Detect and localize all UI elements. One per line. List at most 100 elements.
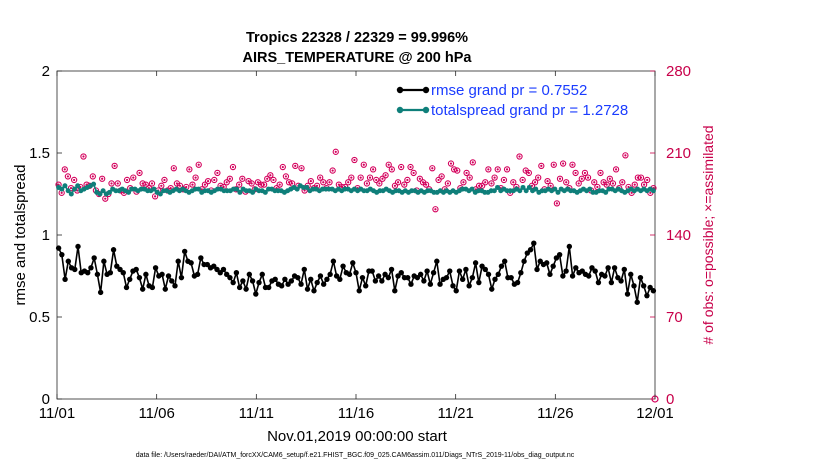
obs-assimilated-point	[390, 168, 393, 171]
rmse-point	[417, 271, 424, 278]
rmse-point	[463, 266, 469, 273]
rmse-point	[586, 273, 592, 279]
obs-assimilated-point	[269, 174, 272, 177]
y-tick-label: 2	[42, 63, 50, 80]
rmse-point	[249, 278, 256, 284]
rmse-point	[240, 278, 246, 284]
rmse-point	[59, 251, 65, 258]
rmse-point	[476, 279, 482, 286]
obs-assimilated-point	[203, 183, 207, 186]
obs-point	[519, 176, 526, 184]
obs-assimilated-point	[362, 163, 365, 166]
rmse-point	[169, 278, 175, 284]
rmse-point	[518, 270, 524, 276]
rmse-point	[301, 266, 307, 273]
rmse-point	[152, 265, 159, 271]
rmse-point	[65, 258, 72, 264]
obs-point	[581, 169, 589, 177]
obs-assimilated-point	[555, 202, 558, 205]
totalspread-point	[262, 189, 268, 195]
rmse-point	[447, 268, 453, 274]
obs-point	[407, 163, 414, 171]
legend-spread-marker-left	[396, 106, 404, 114]
rmse-point	[227, 274, 233, 281]
rmse-point	[236, 284, 243, 291]
obs-point	[622, 152, 629, 159]
rmse-point	[456, 268, 463, 274]
obs-assimilated-point	[646, 178, 649, 182]
obs-point	[223, 179, 230, 186]
obs-point	[195, 161, 202, 168]
obs-point	[531, 179, 539, 186]
rmse-point	[85, 270, 91, 276]
obs-point	[366, 174, 374, 181]
rmse-point	[521, 258, 527, 264]
totalspread-point	[75, 183, 81, 189]
obs-assimilated-point	[359, 176, 362, 179]
rmse-point	[55, 245, 62, 251]
obs-assimilated-point	[437, 178, 440, 182]
legend-rmse-marker-right	[422, 86, 430, 94]
obs-assimilated-point	[101, 177, 104, 180]
obs-assimilated-point	[375, 178, 378, 182]
rmse-point	[372, 278, 379, 284]
obs-assimilated-point	[160, 184, 163, 187]
rmse-point	[288, 278, 295, 284]
obs-assimilated-point	[154, 195, 157, 198]
obs-assimilated-point	[549, 184, 552, 187]
obs-point	[619, 179, 626, 186]
x-tick-label: 11/21	[437, 405, 473, 422]
rmse-point	[566, 243, 573, 250]
totalspread-point	[552, 186, 558, 192]
obs-point	[503, 166, 511, 173]
obs-point	[123, 176, 131, 184]
obs-point	[357, 174, 364, 181]
obs-point	[488, 180, 495, 187]
obs-point	[348, 174, 355, 181]
obs-point	[637, 174, 645, 181]
obs-point	[538, 162, 545, 170]
obs-assimilated-point	[365, 182, 369, 185]
obs-point	[563, 179, 570, 186]
rmse-point	[308, 276, 314, 282]
obs-assimilated-point	[418, 177, 421, 180]
obs-point	[360, 161, 367, 168]
rmse-point	[602, 273, 608, 279]
rmse-point	[398, 270, 404, 276]
obs-point	[422, 181, 430, 188]
obs-point	[494, 166, 501, 173]
rmse-point	[220, 266, 227, 273]
obs-assimilated-point	[63, 168, 66, 171]
rmse-point	[233, 270, 240, 276]
rmse-point	[324, 276, 330, 282]
obs-point	[369, 166, 377, 173]
rmse-point	[379, 278, 385, 284]
totalspread-point	[71, 186, 77, 192]
obs-point	[447, 160, 455, 167]
obs-point	[298, 165, 305, 172]
obs-assimilated-point	[577, 182, 580, 185]
obs-point	[292, 162, 299, 170]
obs-assimilated-point	[331, 169, 334, 172]
obs-point	[307, 177, 314, 185]
obs-assimilated-point	[533, 181, 537, 184]
rmse-point	[107, 270, 114, 276]
rmse-point	[91, 255, 97, 261]
obs-assimilated-point	[552, 163, 555, 166]
obs-point	[553, 200, 561, 207]
rmse-point	[631, 283, 637, 289]
rmse-point	[259, 271, 265, 278]
rmse-point	[508, 274, 514, 281]
legend: rmse grand pr = 0.7552 totalspread grand…	[396, 78, 650, 120]
x-tick-label: 11/26	[537, 405, 573, 422]
obs-assimilated-point	[378, 182, 381, 185]
rmse-point	[159, 271, 165, 278]
obs-point	[139, 180, 146, 187]
obs-assimilated-point	[315, 184, 319, 187]
obs-assimilated-point	[291, 182, 294, 185]
legend-spread-marker-right	[422, 106, 430, 114]
rmse-point	[624, 291, 631, 297]
obs-assimilated-point	[468, 176, 471, 179]
rmse-point	[385, 274, 392, 281]
